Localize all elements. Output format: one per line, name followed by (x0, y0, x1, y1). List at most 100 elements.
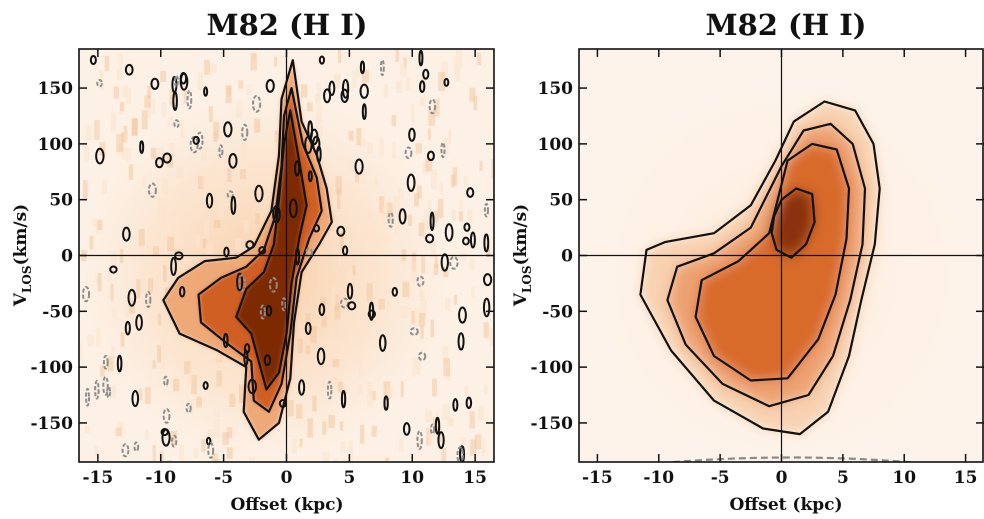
noise-speckle (110, 251, 117, 271)
noise-speckle (235, 238, 242, 255)
noise-speckle (378, 298, 385, 310)
noise-speckle (451, 209, 456, 223)
noise-speckle (157, 197, 163, 216)
noise-contour (131, 389, 140, 408)
noise-speckle (348, 440, 354, 461)
noise-speckle (162, 206, 167, 223)
noise-speckle (217, 200, 224, 218)
noise-speckle (99, 142, 106, 156)
noise-speckle (454, 294, 458, 305)
right-ytick-label: 0 (561, 247, 573, 267)
noise-contour (265, 78, 275, 93)
noise-speckle (92, 218, 98, 228)
right-xtick-label: 0 (776, 468, 788, 488)
noise-speckle (100, 365, 105, 377)
noise-speckle (156, 345, 161, 363)
noise-speckle (195, 362, 201, 382)
noise-speckle (443, 137, 449, 155)
negative-noise-contour (259, 304, 266, 320)
noise-speckle (438, 71, 446, 92)
negative-noise-contour (305, 247, 313, 258)
noise-contour (465, 396, 473, 409)
negative-noise-contour (96, 78, 103, 88)
noise-speckle (448, 128, 452, 145)
noise-speckle (424, 211, 429, 229)
noise-speckle (123, 125, 128, 143)
noise-speckle (240, 169, 246, 180)
noise-speckle (430, 169, 438, 189)
noise-speckle (110, 112, 117, 132)
noise-contour (245, 240, 255, 250)
noise-speckle (310, 325, 317, 344)
noise-contour (294, 160, 301, 177)
noise-speckle (157, 313, 162, 326)
negative-noise-contour (171, 434, 178, 448)
noise-contour (122, 226, 131, 242)
noise-speckle (296, 404, 303, 419)
noise-speckle (366, 283, 373, 301)
noise-contour (223, 121, 233, 138)
noise-speckle (191, 374, 197, 394)
noise-speckle (150, 147, 157, 160)
noise-speckle (222, 359, 227, 379)
noise-contour (247, 378, 258, 395)
noise-contour (422, 68, 430, 80)
noise-contour (162, 152, 172, 164)
left-xtick-label: 10 (400, 468, 424, 488)
left-xtick-label: 5 (343, 468, 355, 488)
noise-speckle (112, 307, 117, 319)
noise-contour (354, 158, 364, 175)
noise-contour (223, 246, 230, 258)
noise-speckle (243, 220, 250, 234)
negative-noise-contour (94, 380, 100, 400)
left-y-label-main: V (11, 292, 31, 307)
noise-speckle (275, 134, 280, 145)
noise-speckle (335, 176, 342, 195)
negative-noise-contour (416, 275, 425, 287)
noise-speckle (236, 100, 243, 119)
noise-speckle (337, 49, 342, 63)
noise-speckle (216, 370, 222, 387)
noise-speckle (483, 322, 489, 339)
noise-speckle (151, 98, 156, 114)
noise-speckle (202, 238, 207, 249)
noise-contour (307, 170, 313, 183)
noise-speckle (433, 210, 439, 223)
noise-contour (469, 231, 476, 249)
noise-speckle (152, 246, 159, 257)
right-ytick-label: -50 (542, 302, 573, 322)
noise-contour (383, 395, 389, 411)
noise-speckle (383, 83, 388, 99)
noise-speckle (346, 322, 351, 338)
right-xtick-label: -15 (582, 468, 613, 488)
left-xtick-label: 15 (463, 468, 487, 488)
noise-speckle (356, 65, 360, 78)
noise-speckle (398, 188, 404, 199)
noise-speckle (202, 171, 208, 188)
noise-speckle (384, 457, 390, 462)
noise-speckle (238, 384, 246, 404)
noise-speckle (94, 119, 100, 140)
noise-speckle (125, 87, 132, 104)
noise-speckle (367, 229, 374, 244)
left-contour-line (235, 109, 308, 391)
noise-speckle (159, 451, 164, 462)
noise-contour (139, 140, 145, 154)
noise-speckle (151, 309, 157, 319)
left-noise-contours (81, 49, 493, 462)
noise-speckle (176, 166, 184, 179)
negative-noise-contour (238, 274, 246, 292)
noise-speckle (138, 228, 145, 247)
negative-noise-contour (449, 255, 459, 270)
right-ytick-label: 150 (538, 79, 574, 99)
noise-contour (230, 195, 237, 215)
noise-contour (205, 192, 214, 209)
noise-contour (272, 204, 281, 224)
noise-speckle (144, 95, 151, 108)
noise-speckle (206, 346, 212, 359)
noise-speckle (176, 227, 181, 243)
noise-speckle (126, 148, 132, 162)
noise-contour (425, 233, 435, 244)
noise-speckle (121, 147, 128, 160)
negative-noise-contour (163, 375, 169, 387)
